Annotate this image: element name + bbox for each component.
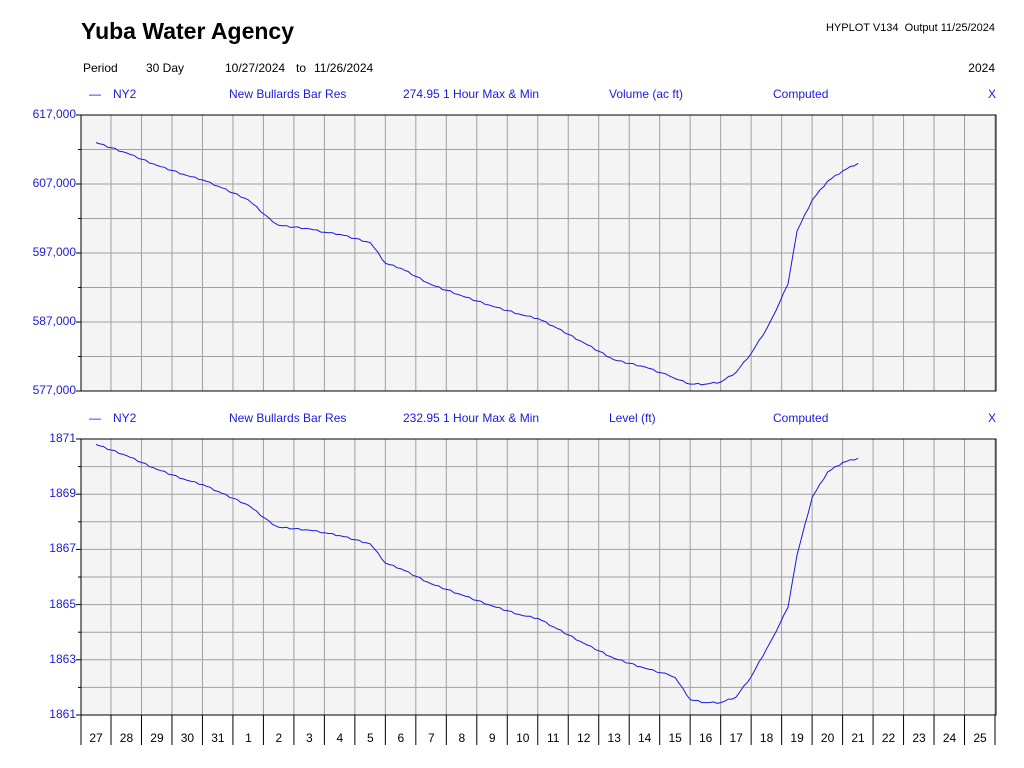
x-tick-label: 21 bbox=[851, 731, 865, 745]
x-tick-label: 12 bbox=[577, 731, 591, 745]
x-tick-label: 6 bbox=[397, 731, 405, 745]
chart1-close-flag[interactable]: X bbox=[988, 87, 997, 101]
x-tick-label: 7 bbox=[427, 731, 435, 745]
x-tick-label: 13 bbox=[607, 731, 621, 745]
chart2-series-line bbox=[95, 444, 859, 704]
x-tick-label: 9 bbox=[488, 731, 496, 745]
period-value: 30 Day bbox=[146, 61, 185, 75]
chart2-name: New Bullards Bar Res bbox=[229, 411, 347, 425]
chart1-ytick-label: 577,000 bbox=[32, 383, 76, 397]
x-tick-label: 23 bbox=[912, 731, 926, 745]
output-date: Output 11/25/2024 bbox=[904, 22, 995, 34]
chart1-legend-line: — bbox=[89, 87, 101, 101]
x-tick-label: 29 bbox=[150, 731, 164, 745]
chart2-ytick-label: 1869 bbox=[49, 486, 76, 501]
x-tick-label: 20 bbox=[820, 731, 835, 745]
x-tick-label: 22 bbox=[881, 731, 896, 745]
chart2-status: Computed bbox=[773, 411, 829, 425]
chart2-legend-line: — bbox=[89, 411, 101, 425]
chart1-station: NY2 bbox=[113, 87, 137, 101]
chart1-ytick-label: 587,000 bbox=[32, 314, 76, 328]
x-tick-label: 16 bbox=[698, 731, 713, 745]
x-tick-label: 4 bbox=[336, 731, 344, 745]
chart1-ytick-label: 617,000 bbox=[32, 107, 76, 121]
chart1-frame bbox=[80, 114, 997, 392]
chart2-ytick-label: 1865 bbox=[49, 596, 76, 611]
chart1-name: New Bullards Bar Res bbox=[229, 87, 347, 101]
chart1-sensor: 274.95 1 Hour Max & Min bbox=[403, 87, 540, 101]
x-tick-label: 28 bbox=[119, 731, 134, 745]
period-label: Period bbox=[83, 61, 118, 75]
chart2-ytick-label: 1867 bbox=[49, 541, 76, 556]
x-tick-label: 8 bbox=[458, 731, 466, 745]
x-tick-label: 1 bbox=[245, 731, 252, 745]
end-date: 11/26/2024 bbox=[314, 61, 374, 75]
x-tick-label: 5 bbox=[367, 731, 374, 745]
chart2-station: NY2 bbox=[113, 411, 137, 425]
x-tick-label: 2 bbox=[275, 731, 283, 745]
chart1-series-line bbox=[95, 142, 859, 386]
chart2-frame bbox=[80, 438, 997, 716]
x-tick-label: 27 bbox=[89, 731, 103, 745]
chart1-ytick-label: 607,000 bbox=[32, 176, 76, 190]
x-tick-label: 14 bbox=[638, 731, 652, 745]
year-label: 2024 bbox=[968, 61, 995, 75]
to-label: to bbox=[296, 61, 307, 75]
x-tick-label: 18 bbox=[759, 731, 774, 745]
chart2-ytick-label: 1863 bbox=[49, 651, 76, 666]
chart1-ylabel: Volume (ac ft) bbox=[609, 87, 684, 101]
chart2-sensor: 232.95 1 Hour Max & Min bbox=[403, 411, 540, 425]
x-tick-label: 24 bbox=[942, 731, 957, 745]
x-tick-label: 10 bbox=[516, 731, 530, 745]
x-tick-label: 11 bbox=[547, 731, 560, 745]
page-title: Yuba Water Agency bbox=[81, 18, 295, 44]
x-tick-label: 19 bbox=[790, 731, 804, 745]
x-tick-label: 31 bbox=[211, 731, 225, 745]
chart2-ytick-label: 1861 bbox=[49, 707, 76, 721]
x-tick-label: 3 bbox=[306, 731, 313, 745]
start-date: 10/27/2024 bbox=[225, 61, 286, 75]
program-name: HYPLOT V134 bbox=[825, 22, 899, 34]
x-tick-label: 17 bbox=[729, 731, 743, 745]
x-tick-label: 15 bbox=[668, 731, 682, 745]
chart2-ylabel: Level (ft) bbox=[609, 411, 656, 425]
chart2-close-flag[interactable]: X bbox=[988, 411, 997, 425]
x-tick-label: 25 bbox=[973, 731, 987, 745]
program-output-label: HYPLOT V134 Output 11/25/2024 bbox=[826, 22, 995, 34]
x-tick-label: 30 bbox=[180, 731, 195, 745]
chart1-status: Computed bbox=[773, 87, 829, 101]
chart2-ytick-label: 1871 bbox=[49, 431, 76, 445]
chart1-ytick-label: 597,000 bbox=[32, 245, 76, 259]
